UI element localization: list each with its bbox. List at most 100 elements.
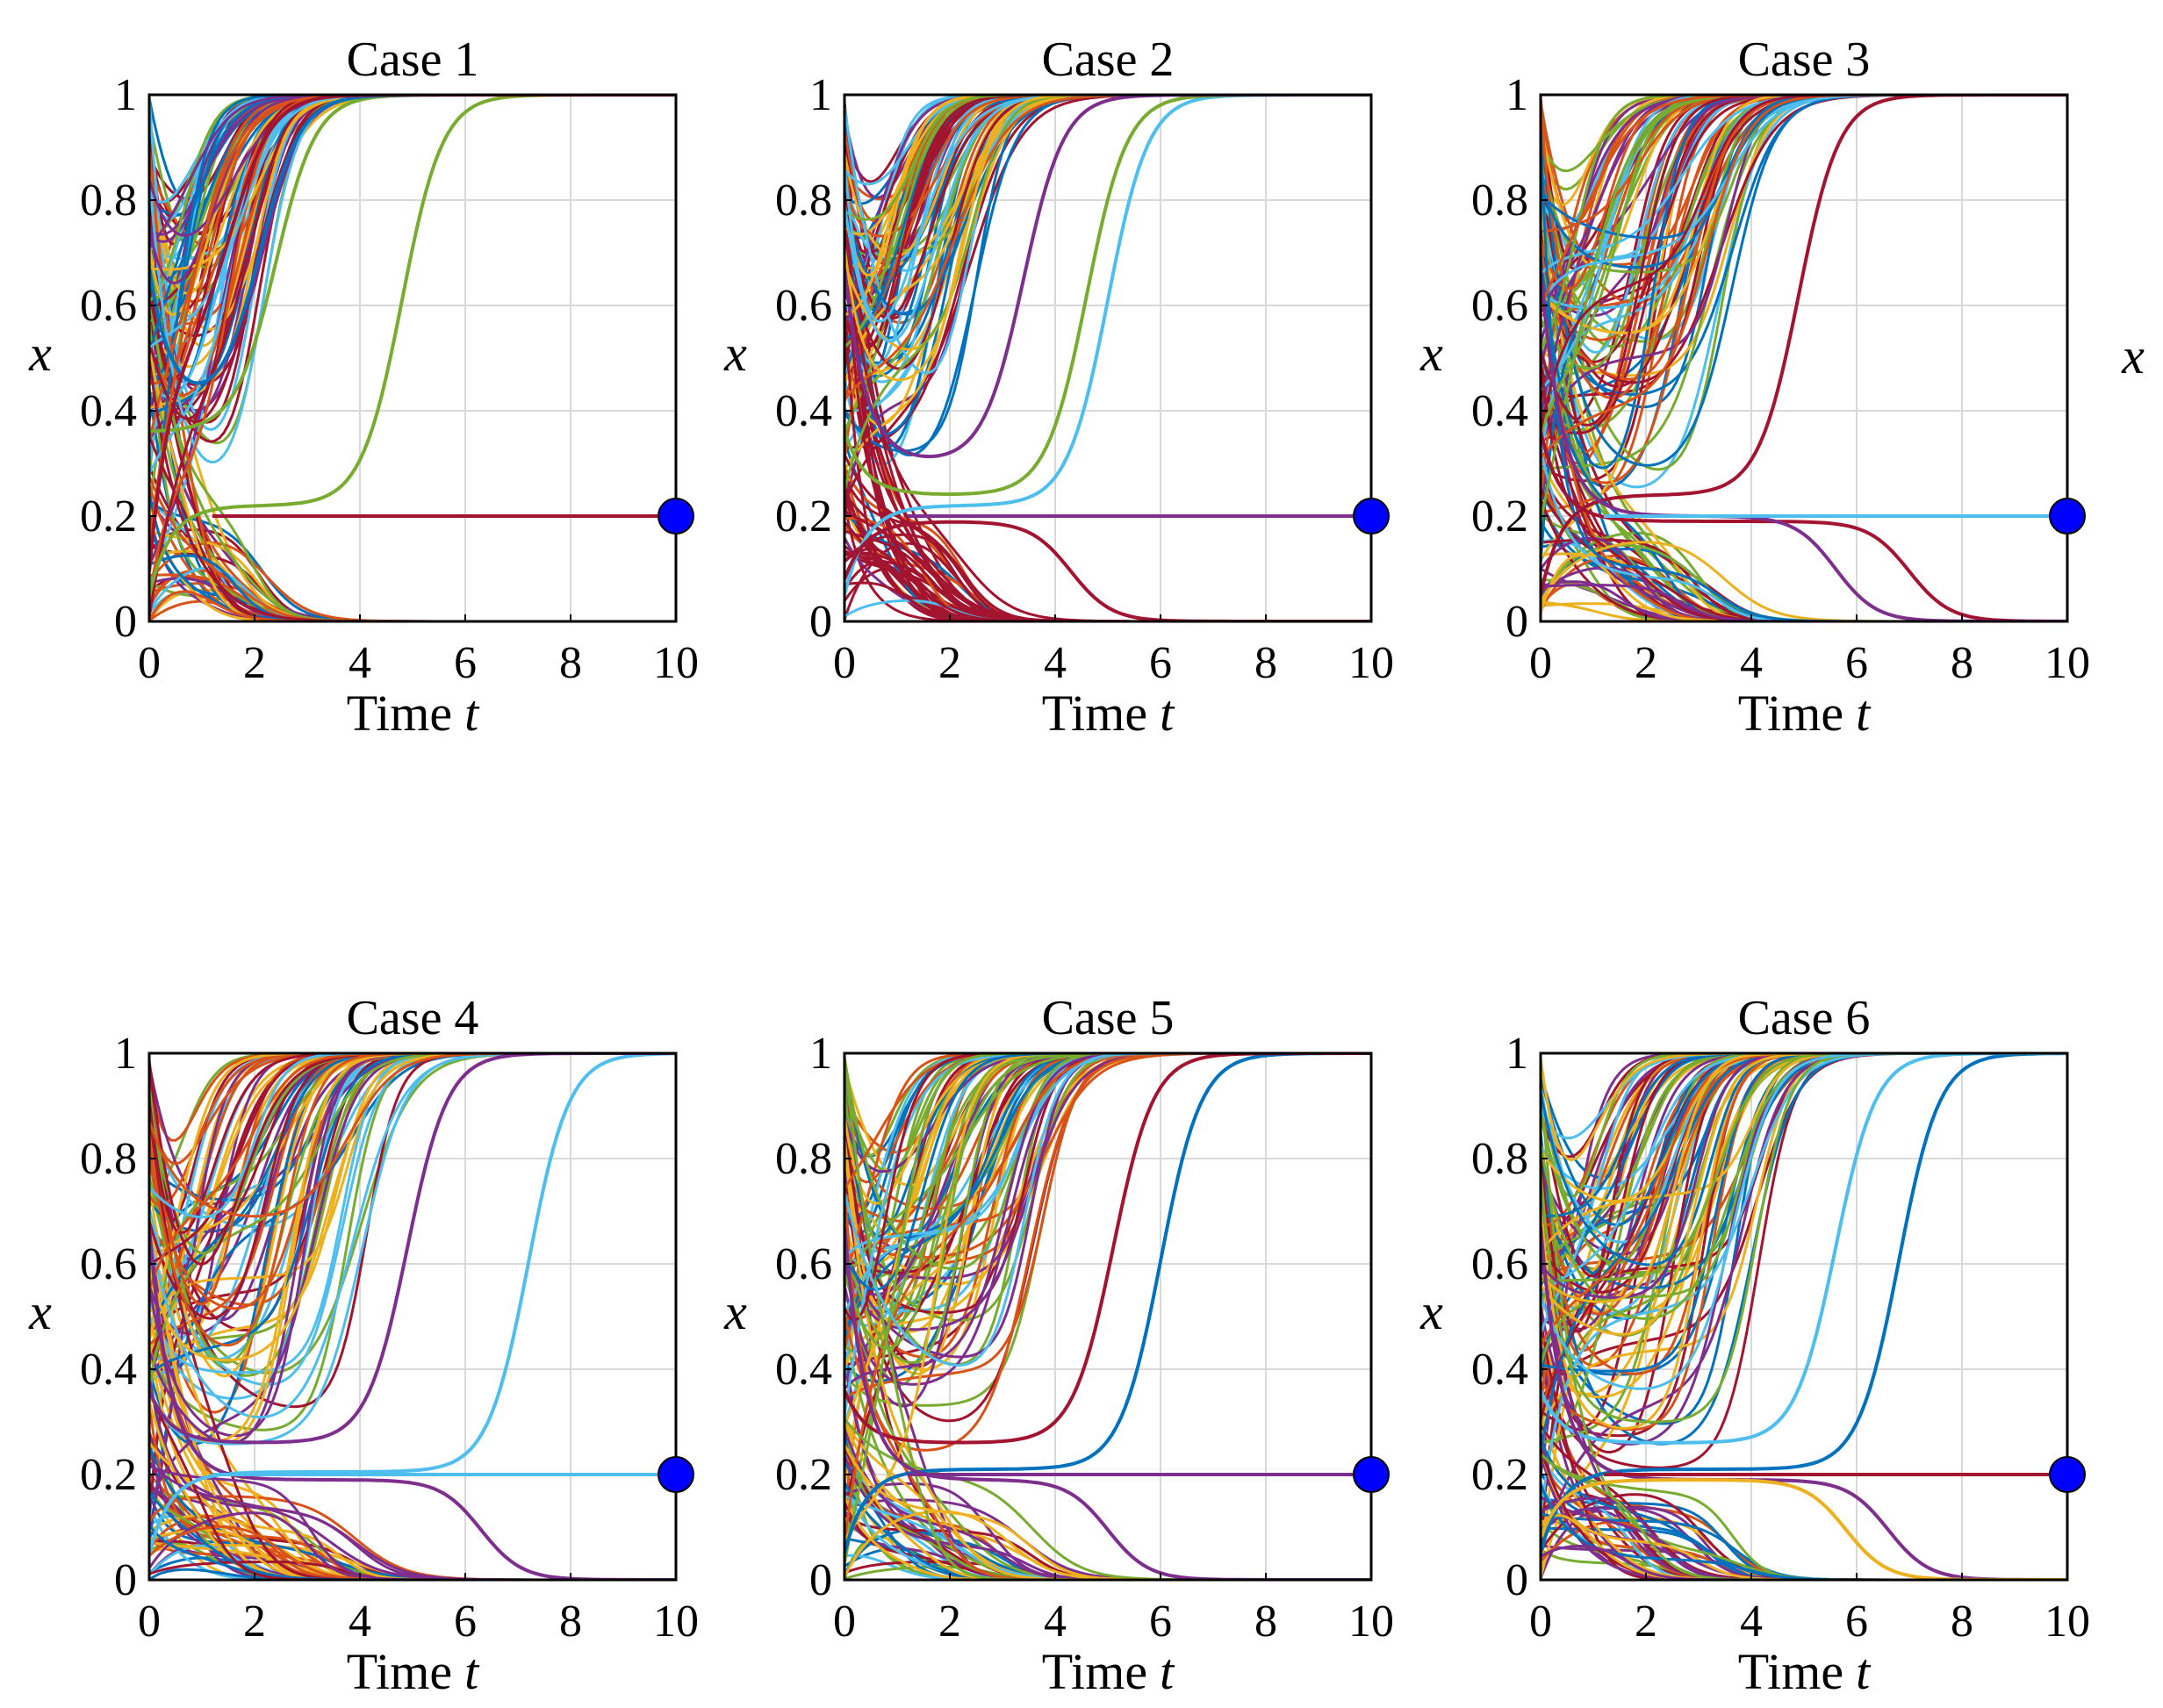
trajectory bbox=[844, 1482, 1371, 1580]
trajectory bbox=[149, 147, 676, 621]
trajectory bbox=[1541, 1053, 2067, 1159]
trajectory bbox=[844, 95, 1371, 340]
trajectory bbox=[1541, 95, 2067, 305]
trajectory bbox=[844, 1053, 1371, 1327]
x-tick-label: 10 bbox=[2044, 1597, 2090, 1647]
x-tick-label: 2 bbox=[938, 638, 961, 688]
x-axis-label-text: Time bbox=[1738, 1643, 1843, 1700]
trajectory bbox=[844, 95, 1371, 403]
chart-title: Case 4 bbox=[347, 991, 479, 1045]
y-tick-label: 0.6 bbox=[80, 281, 137, 331]
y-tick-label: 0.8 bbox=[775, 176, 832, 226]
trajectory bbox=[1541, 1053, 2067, 1477]
trajectory bbox=[844, 1053, 1371, 1542]
chart-panel-5: 0 2 4 6 8 10 0 0.2 0.4 0.6 0.8 1 Case 5 Time t x bbox=[723, 991, 1394, 1700]
trajectory bbox=[149, 95, 676, 424]
y-tick-label: 0.2 bbox=[1471, 1450, 1528, 1500]
equilibrium-marker bbox=[1353, 498, 1390, 535]
trajectory bbox=[844, 1509, 1371, 1580]
y-axis-label: x bbox=[28, 1283, 52, 1340]
trajectory bbox=[1541, 1453, 2067, 1580]
trajectory bbox=[844, 95, 1371, 316]
trajectory bbox=[844, 95, 1371, 266]
trajectory bbox=[1541, 1053, 2067, 1199]
trajectory bbox=[149, 316, 676, 621]
y-tick-label: 0.4 bbox=[775, 1345, 832, 1395]
y-tick-label: 0.8 bbox=[80, 1134, 137, 1184]
x-tick-label: 8 bbox=[1254, 1597, 1277, 1647]
trajectory bbox=[1541, 95, 2067, 483]
y-tick-label: 0 bbox=[1505, 597, 1528, 647]
x-tick-label: 0 bbox=[1529, 638, 1552, 688]
trajectory bbox=[149, 1053, 676, 1218]
trajectory bbox=[844, 1554, 1371, 1580]
trajectory bbox=[1541, 1053, 2067, 1327]
trajectory bbox=[1541, 95, 2067, 269]
y-tick-label: 1 bbox=[1505, 70, 1528, 120]
y-tick-label: 0.6 bbox=[1471, 1239, 1528, 1289]
x-axis-label-text: Time bbox=[347, 1643, 452, 1700]
chart-panel-4: 0 2 4 6 8 10 0 0.2 0.4 0.6 0.8 1 Case 4 Time t x bbox=[28, 991, 699, 1700]
trajectory bbox=[149, 95, 676, 443]
trajectory bbox=[149, 1053, 676, 1374]
y-tick-label: 0.8 bbox=[1471, 1134, 1528, 1184]
x-axis-label-var: t bbox=[1160, 685, 1175, 742]
trajectory bbox=[149, 95, 676, 386]
trajectory bbox=[149, 95, 676, 385]
trajectory bbox=[149, 197, 676, 621]
x-tick-label: 8 bbox=[1254, 638, 1277, 688]
trajectory bbox=[1541, 541, 2067, 621]
trajectory bbox=[844, 1053, 1371, 1367]
trajectory bbox=[1541, 1053, 2067, 1265]
trajectory bbox=[1541, 498, 2067, 621]
y-tick-label: 0.2 bbox=[775, 492, 832, 542]
x-tick-label: 4 bbox=[349, 638, 371, 688]
y-tick-label: 0.4 bbox=[80, 1345, 137, 1395]
trajectory bbox=[844, 1422, 1371, 1580]
trajectory bbox=[844, 1053, 1371, 1340]
trajectory bbox=[1541, 1053, 2067, 1228]
trajectory bbox=[1541, 580, 2067, 621]
trajectory bbox=[1541, 95, 2067, 291]
trajectory-highlight bbox=[844, 95, 1371, 459]
trajectory bbox=[1541, 536, 2067, 621]
trajectory-highlight bbox=[1541, 1053, 2067, 1554]
axes-box bbox=[1539, 1051, 2069, 1582]
y-axis-label: x bbox=[723, 1283, 747, 1340]
y-tick-label: 0 bbox=[1505, 1555, 1528, 1605]
x-tick-label: 0 bbox=[833, 638, 856, 688]
trajectory bbox=[844, 1450, 1371, 1580]
trajectory bbox=[149, 95, 676, 618]
chart-panel-6: 0 2 4 6 8 10 0 0.2 0.4 0.6 0.8 1 Case 6 Time t x bbox=[1419, 991, 2090, 1700]
trajectory bbox=[1541, 95, 2067, 467]
trajectory bbox=[149, 1212, 676, 1580]
y-axis-label: x bbox=[723, 325, 747, 382]
y-tick-label: 1 bbox=[114, 70, 137, 120]
trajectory bbox=[149, 95, 676, 300]
trajectory bbox=[844, 599, 1371, 621]
trajectory bbox=[1541, 1053, 2067, 1225]
trajectory bbox=[1541, 95, 2067, 427]
y-axis-label: x bbox=[28, 325, 52, 382]
trajectory bbox=[1541, 1513, 2067, 1580]
x-tick-label: 6 bbox=[454, 638, 477, 688]
trajectory bbox=[149, 358, 676, 621]
trajectory bbox=[844, 1053, 1371, 1158]
x-axis-label: Time t bbox=[347, 1643, 480, 1700]
x-axis-label-var: t bbox=[1160, 1643, 1175, 1700]
trajectory bbox=[844, 1059, 1371, 1580]
y-tick-label: 0.2 bbox=[80, 492, 137, 542]
equilibrium-marker bbox=[2049, 498, 2086, 535]
x-axis-label-var: t bbox=[1856, 685, 1872, 742]
trajectory bbox=[1541, 1053, 2067, 1424]
trajectory bbox=[1541, 348, 2067, 621]
y-tick-label: 1 bbox=[809, 1029, 832, 1079]
trajectory bbox=[1541, 95, 2067, 391]
trajectory bbox=[844, 226, 1371, 621]
chart-title: Case 3 bbox=[1738, 32, 1871, 87]
trajectory bbox=[149, 144, 676, 621]
trajectory bbox=[1541, 1053, 2067, 1217]
trajectory bbox=[1541, 1415, 2067, 1580]
trajectory bbox=[149, 1053, 676, 1362]
x-tick-label: 2 bbox=[1635, 1597, 1657, 1647]
